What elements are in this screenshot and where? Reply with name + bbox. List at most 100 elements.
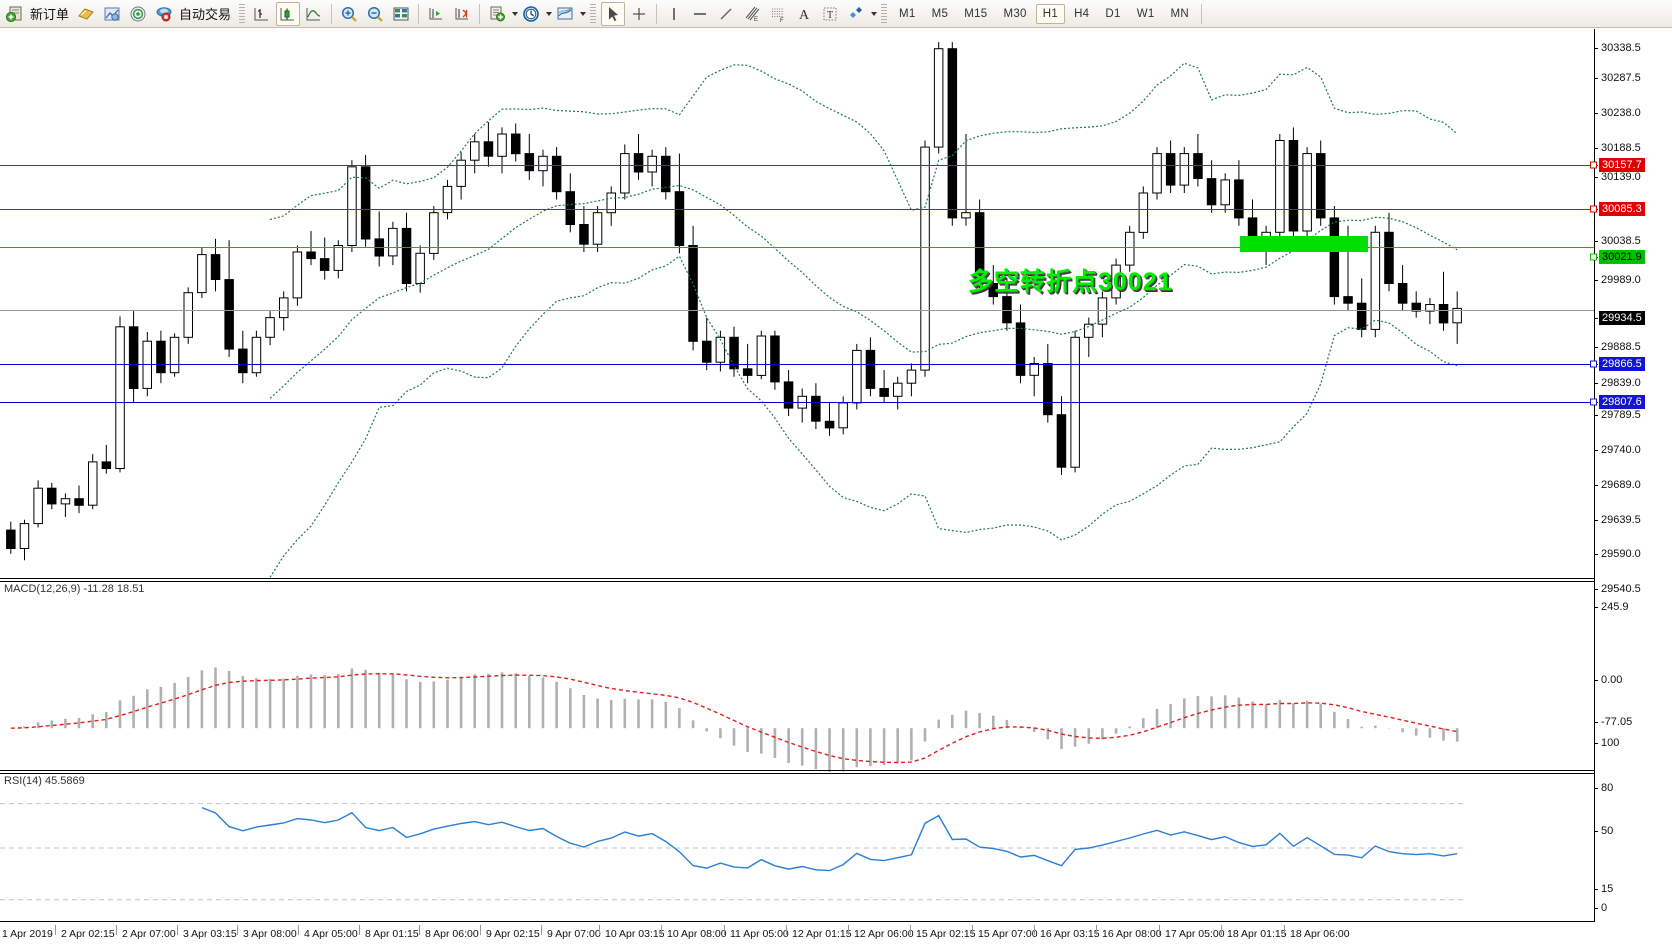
axis-level-handle[interactable] xyxy=(1590,253,1597,261)
axis-tick xyxy=(1594,554,1598,555)
time-axis-label: 15 Apr 02:15 xyxy=(916,928,976,940)
highlight-rectangle[interactable] xyxy=(1240,236,1368,252)
macd-pane[interactable] xyxy=(0,582,1594,774)
axis-price-label: 29989.0 xyxy=(1601,274,1641,286)
bar-chart-icon[interactable] xyxy=(250,2,274,26)
axis-price-label: 245.9 xyxy=(1601,601,1629,613)
time-axis-label: 3 Apr 08:00 xyxy=(243,928,297,940)
axis-tick xyxy=(1594,78,1598,79)
time-axis[interactable]: 1 Apr 2019 2 Apr 02:15 2 Apr 07:00 3 Apr 03… xyxy=(0,923,1594,951)
new-order-icon[interactable] xyxy=(3,2,27,26)
svg-text:A: A xyxy=(799,8,810,23)
zoom-in-icon[interactable] xyxy=(337,2,361,26)
time-tick xyxy=(177,925,178,935)
time-axis-label: 11 Apr 05:00 xyxy=(730,928,789,940)
timeframe-h1[interactable]: H1 xyxy=(1035,3,1066,24)
price-chart-pane[interactable] xyxy=(0,29,1594,580)
zoom-out-icon[interactable] xyxy=(363,2,387,26)
tile-windows-icon[interactable] xyxy=(389,2,413,26)
time-axis-label: 4 Apr 05:00 xyxy=(304,928,358,940)
auto-scroll-icon[interactable] xyxy=(450,2,474,26)
level-line-support-2 xyxy=(0,402,1594,403)
axis-price-label: 100 xyxy=(1601,737,1620,749)
crosshair-icon[interactable] xyxy=(627,2,651,26)
templates-icon[interactable] xyxy=(553,2,577,26)
templates-dropdown-icon[interactable] xyxy=(580,11,587,16)
axis-price-label: 30139.0 xyxy=(1601,171,1641,183)
chart-shift-icon[interactable] xyxy=(424,2,448,26)
axis-tick xyxy=(1594,280,1598,281)
axis-price-label: 0 xyxy=(1601,902,1608,914)
time-axis-label: 3 Apr 03:15 xyxy=(183,928,237,940)
time-tick xyxy=(910,925,911,935)
time-tick xyxy=(116,925,117,935)
time-tick xyxy=(599,925,600,935)
vertical-line-icon[interactable] xyxy=(662,2,686,26)
equidistant-channel-icon[interactable]: E xyxy=(740,2,764,26)
timeframe-w1[interactable]: W1 xyxy=(1136,7,1155,20)
axis-tick xyxy=(1594,520,1598,521)
timeframe-m30[interactable]: M30 xyxy=(1003,7,1027,20)
candlestick-chart-icon[interactable] xyxy=(276,1,301,26)
shapes-icon[interactable] xyxy=(844,2,868,26)
text-icon[interactable]: A xyxy=(792,2,816,26)
axis-price-label: 29540.5 xyxy=(1601,583,1641,595)
indicators-icon[interactable] xyxy=(485,2,509,26)
indicators-dropdown-icon[interactable] xyxy=(512,11,519,16)
time-tick xyxy=(848,925,849,935)
data-window-icon[interactable] xyxy=(100,2,124,26)
axis-level-handle[interactable] xyxy=(1590,205,1597,213)
shapes-dropdown-icon[interactable] xyxy=(871,11,878,16)
time-tick xyxy=(237,925,238,935)
axis-tick xyxy=(1594,347,1598,348)
toolbar-grip-3[interactable] xyxy=(881,3,888,24)
autotrading-label[interactable]: 自动交易 xyxy=(179,7,232,22)
text-label-icon[interactable]: T xyxy=(818,2,842,26)
rsi-pane-top-border-2 xyxy=(0,773,1594,774)
timeframe-m1[interactable]: M1 xyxy=(899,7,916,20)
chart-annotation[interactable]: 多空转折点30021 xyxy=(968,268,1173,296)
timeframe-m5[interactable]: M5 xyxy=(931,7,949,20)
time-axis-label: 18 Apr 01:15 xyxy=(1227,928,1287,940)
time-axis-label: 15 Apr 07:00 xyxy=(978,928,1038,940)
period-icon[interactable] xyxy=(519,2,543,26)
toolbar-grip-2[interactable] xyxy=(590,3,597,24)
fibonacci-icon[interactable]: F xyxy=(766,2,790,26)
axis-price-label: 15 xyxy=(1601,883,1614,895)
price-axis[interactable]: 30338.5 30287.5 30238.0 30188.5 30157.7 30139… xyxy=(1590,29,1672,922)
new-order-label[interactable]: 新订单 xyxy=(30,7,70,22)
horizontal-line-icon[interactable] xyxy=(688,2,712,26)
autotrading-icon[interactable] xyxy=(152,2,176,26)
rsi-pane[interactable] xyxy=(0,774,1594,922)
timeframe-mn[interactable]: MN xyxy=(1170,7,1190,20)
timeframe-d1[interactable]: D1 xyxy=(1105,7,1121,20)
axis-price-label: 29639.5 xyxy=(1601,514,1641,526)
axis-tick xyxy=(1594,831,1598,832)
macd-label: MACD(12,26,9) -11.28 18.51 xyxy=(4,583,145,595)
axis-price-label: 29888.5 xyxy=(1601,341,1641,353)
svg-text:E: E xyxy=(754,17,758,23)
axis-tick xyxy=(1594,485,1598,486)
time-tick xyxy=(1034,925,1035,935)
toolbar-grip[interactable] xyxy=(239,3,246,24)
time-axis-label: 1 Apr 2019 xyxy=(2,928,53,940)
timeframe-h4[interactable]: H4 xyxy=(1074,7,1090,20)
time-tick xyxy=(480,925,481,935)
time-tick xyxy=(1284,925,1285,935)
level-line-pivot xyxy=(0,247,1594,248)
period-dropdown-icon[interactable] xyxy=(546,11,553,16)
axis-level-handle[interactable] xyxy=(1590,161,1597,169)
time-tick xyxy=(541,925,542,935)
expert-advisors-icon[interactable] xyxy=(74,2,98,26)
axis-price-label: 0.00 xyxy=(1601,674,1623,686)
level-line-support-1 xyxy=(0,364,1594,365)
trendline-icon[interactable] xyxy=(714,2,738,26)
axis-price-label: 30238.0 xyxy=(1601,107,1641,119)
line-chart-icon[interactable] xyxy=(302,2,326,26)
axis-level-handle[interactable] xyxy=(1590,360,1597,368)
cursor-icon[interactable] xyxy=(601,1,626,26)
navigator-icon[interactable] xyxy=(126,2,150,26)
axis-level-handle[interactable] xyxy=(1590,398,1597,406)
price-chart-svg xyxy=(6,42,1462,578)
timeframe-m15[interactable]: M15 xyxy=(964,7,988,20)
